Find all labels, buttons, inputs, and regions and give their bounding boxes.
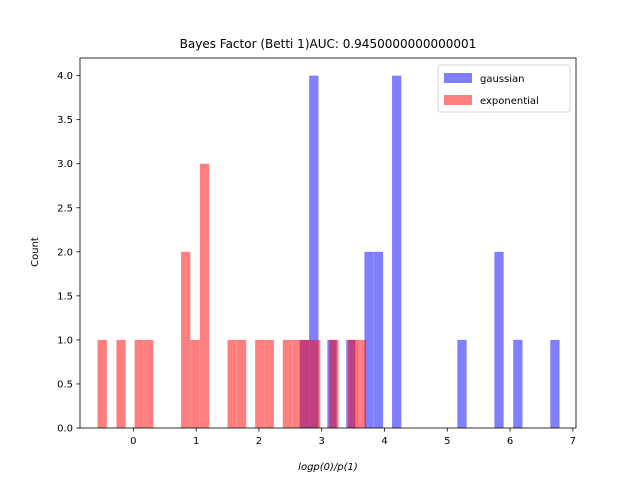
- legend-swatch-gaussian: [444, 73, 472, 83]
- exponential-bar-12: [292, 339, 302, 428]
- x-tick-label-3: 3: [319, 436, 325, 447]
- y-tick-label-5: 2.5: [57, 203, 73, 214]
- axes-frame: [79, 57, 577, 429]
- gaussian-bar-7: [457, 339, 467, 428]
- exponential-bar-6: [199, 163, 210, 428]
- exponential-bar-1: [116, 339, 126, 428]
- legend-swatch-exponential: [444, 95, 472, 105]
- y-tick-label-0: 0.0: [57, 424, 73, 435]
- exponential-bar-16: [348, 339, 358, 428]
- x-tick-label-6: 6: [507, 436, 513, 447]
- gaussian-bar-10: [550, 339, 560, 428]
- y-tick-label-3: 1.5: [57, 291, 73, 302]
- x-tick-label-4: 4: [381, 436, 387, 447]
- y-tick-label-7: 3.5: [57, 115, 73, 126]
- exponential-bar-7: [227, 339, 237, 428]
- legend: gaussian exponential: [437, 64, 571, 113]
- exponential-bar-17: [356, 339, 367, 428]
- x-tick-label-5: 5: [444, 436, 450, 447]
- exponential-bar-0: [97, 339, 107, 428]
- exponential-bar-13: [301, 339, 311, 428]
- gaussian-bar-6: [392, 75, 402, 428]
- x-tick-label-1: 1: [193, 436, 199, 447]
- exponential-bar-2: [134, 339, 144, 428]
- exponential-bar-8: [236, 339, 247, 428]
- legend-label-gaussian: gaussian: [480, 74, 524, 85]
- y-tick-label-1: 0.5: [57, 379, 73, 390]
- chart-title: Bayes Factor (Betti 1)AUC: 0.94500000000…: [180, 37, 477, 51]
- exponential-bar-14: [311, 339, 321, 428]
- legend-label-exponential: exponential: [480, 96, 539, 107]
- exponential-bar-9: [255, 339, 265, 428]
- y-tick-label-2: 1.0: [57, 335, 73, 346]
- x-tick-label-0: 0: [130, 436, 136, 447]
- gaussian-bar-5: [373, 251, 384, 428]
- gaussian-bar-9: [513, 339, 523, 428]
- y-tick-label-8: 4.0: [57, 71, 73, 82]
- y-tick-label-4: 2.0: [57, 247, 73, 258]
- x-axis-label: logp(0)/p(1): [298, 462, 358, 473]
- y-tick-label-6: 3.0: [57, 159, 73, 170]
- gaussian-bar-8: [494, 251, 504, 428]
- exponential-bar-5: [190, 339, 200, 428]
- gaussian-bar-4: [364, 251, 374, 428]
- x-tick-label-2: 2: [256, 436, 262, 447]
- exponential-bar-11: [282, 339, 293, 428]
- axes: 0 1 2 3 4 5 6 7 0.0 0.5 1.0 1.5 2.0 2.5 3.0 3.5 4.0: [57, 57, 577, 447]
- x-tick-label-7: 7: [570, 436, 576, 447]
- exponential-bar-4: [181, 251, 191, 428]
- exponential-bar-10: [264, 339, 274, 428]
- exponential-bar-3: [144, 339, 154, 428]
- exponential-bar-15: [329, 339, 339, 428]
- y-axis-label: Count: [30, 237, 41, 267]
- gaussian-bar-1: [309, 75, 319, 428]
- plot-area: [97, 75, 560, 428]
